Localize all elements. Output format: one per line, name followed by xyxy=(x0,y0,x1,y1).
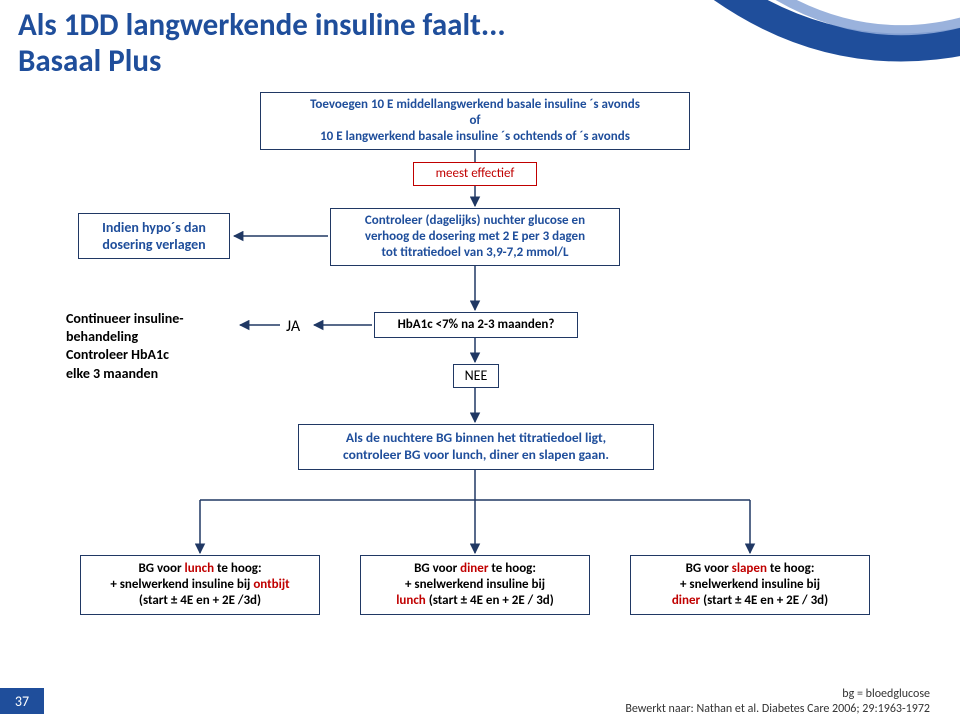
footnotes: bg = bloedglucose Bewerkt naar: Nathan e… xyxy=(625,687,930,718)
node-hypo: Indien hypo´s dan dosering verlagen xyxy=(78,213,230,259)
controleer-l3: tot titratiedoel van 3,9-7,2 mmol/L xyxy=(381,245,568,261)
title-line1: Als 1DD langwerkende insuline faalt... xyxy=(18,6,506,44)
add-insulin-l1: Toevoegen 10 E middellangwerkend basale … xyxy=(310,97,640,113)
continueer-l4: elke 3 maanden xyxy=(66,365,236,383)
continueer-l3: Controleer HbA1c xyxy=(66,346,236,364)
node-slapen: BG voor slapen te hoog: + snelwerkend in… xyxy=(630,555,870,615)
hypo-l2: dosering verlagen xyxy=(102,236,205,254)
nuchtere-l2: controleer BG voor lunch, diner en slape… xyxy=(343,447,609,464)
diner-l2: + snelwerkend insuline bij xyxy=(405,577,545,593)
node-continueer: Continueer insuline- behandeling Control… xyxy=(66,310,236,383)
node-hba1c: HbA1c <7% na 2-3 maanden? xyxy=(374,312,578,338)
add-insulin-l3: 10 E langwerkend basale insuline ´s ocht… xyxy=(320,129,630,145)
hypo-l1: Indien hypo´s dan xyxy=(102,219,206,237)
node-nee: NEE xyxy=(453,364,499,388)
nee-text: NEE xyxy=(465,367,488,385)
lunch-l3: (start ± 4E en + 2E /3d) xyxy=(139,593,261,609)
node-lunch: BG voor lunch te hoog: + snelwerkend ins… xyxy=(80,555,320,615)
nuchtere-l1: Als de nuchtere BG binnen het titratiedo… xyxy=(346,430,606,447)
node-add-insulin: Toevoegen 10 E middellangwerkend basale … xyxy=(260,92,690,150)
controleer-l1: Controleer (dagelijks) nuchter glucose e… xyxy=(365,213,585,229)
footnote-bg: bg = bloedglucose xyxy=(625,687,930,703)
label-ja: JA xyxy=(286,317,300,336)
meest-effectief-text: meest effectief xyxy=(436,166,515,182)
add-insulin-l2: of xyxy=(469,113,480,129)
continueer-l1: Continueer insuline- xyxy=(66,310,236,328)
controleer-l2: verhoog de dosering met 2 E per 3 dagen xyxy=(365,229,585,245)
page-number: 37 xyxy=(15,693,29,710)
continueer-l2: behandeling xyxy=(66,328,236,346)
node-meest-effectief: meest effectief xyxy=(413,162,537,186)
page-number-badge: 37 xyxy=(0,688,44,714)
hba1c-text: HbA1c <7% na 2-3 maanden? xyxy=(398,317,555,333)
node-controleer: Controleer (dagelijks) nuchter glucose e… xyxy=(330,208,620,266)
title-line2: Basaal Plus xyxy=(18,42,161,80)
node-diner: BG voor diner te hoog: + snelwerkend ins… xyxy=(360,555,590,615)
slapen-l2: + snelwerkend insuline bij xyxy=(680,577,820,593)
footnote-citation: Bewerkt naar: Nathan et al. Diabetes Car… xyxy=(625,702,930,718)
page-title: Als 1DD langwerkende insuline faalt... B… xyxy=(0,0,960,79)
node-nuchtere: Als de nuchtere BG binnen het titratiedo… xyxy=(298,424,654,470)
